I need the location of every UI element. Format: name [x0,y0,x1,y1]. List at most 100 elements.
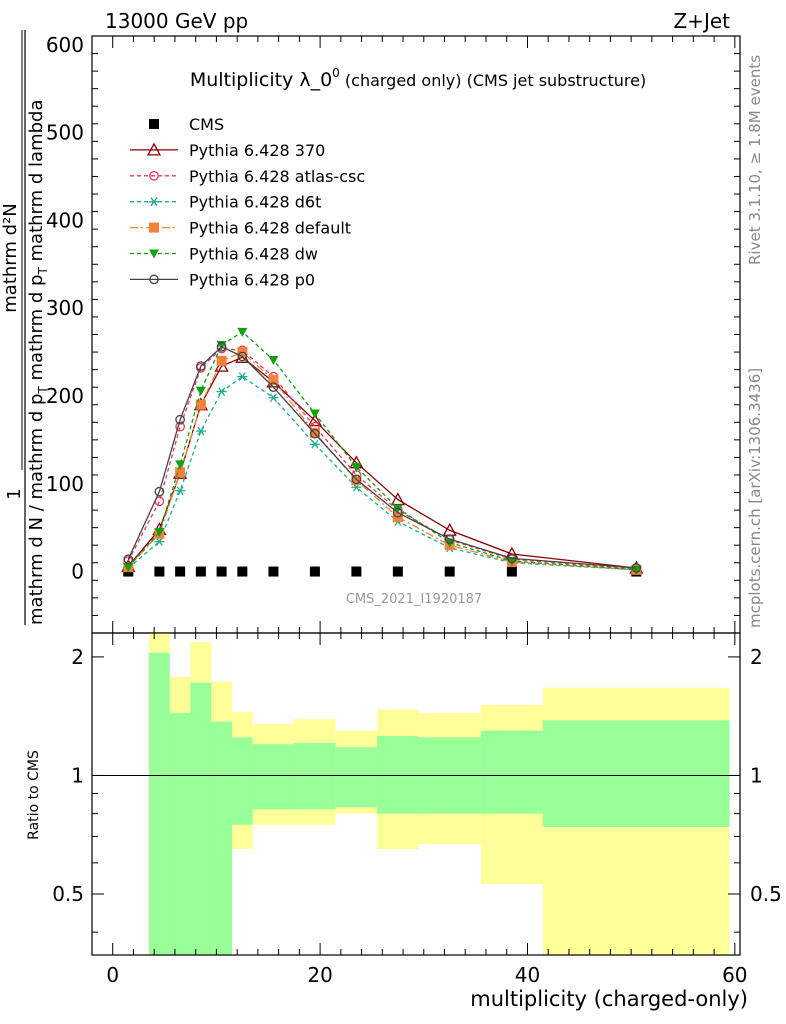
analysis-watermark: CMS_2021_I1920187 [346,592,482,607]
legend-label: Pythia 6.428 default [189,219,351,238]
data-point [506,557,517,567]
y-label-tail-sub: T [36,267,50,276]
data-point [154,486,165,497]
legend-entry: CMS [149,115,224,134]
data-point [237,351,248,362]
data-point [195,426,206,436]
data-point [506,566,517,577]
ratio-band-inner [190,682,212,955]
series-1 [121,349,644,574]
x-tick-label: 0 [106,963,119,987]
ratio-band-inner [169,713,191,955]
x-tick-label: 20 [307,963,332,987]
ratio-band-inner [252,744,295,810]
data-point [351,474,362,485]
data-point [309,409,320,419]
mcplots-label: mcplots.cern.ch [arXiv:1306.3436] [746,368,764,628]
data-point [216,355,227,366]
data-point [175,486,186,496]
header-left: 13000 GeV pp [105,9,248,33]
y-label-num: mathrm d²N [0,203,21,312]
data-point [175,414,185,425]
legend-marker [149,197,159,207]
data-point [351,463,362,473]
y-tick-label: 200 [46,384,84,408]
y-label-one: 1 [4,488,25,499]
legend-marker [149,274,159,285]
legend-entry: Pythia 6.428 dw [130,245,318,264]
data-point [123,563,134,573]
chart-title-sup: 0 [332,66,340,80]
main-plot: 0 100 200 300 400 500 600 [46,33,741,634]
data-point [268,375,279,386]
y-tick-label: 300 [46,296,84,320]
series-4 [123,347,642,575]
ratio-bands [149,633,730,955]
data-point [351,475,362,486]
y-label-den: mathrm d N / mathrm d pT mathrm d pT mat… [26,100,50,625]
data-point [507,553,517,564]
data-point [195,566,206,577]
ratio-band-inner [335,747,378,808]
data-point [195,399,206,410]
ratio-plot: 0 20 40 60 0.5 0.5 1 1 2 2 [52,36,782,987]
legend-label: CMS [189,115,224,134]
legend-marker [146,142,162,156]
ratio-band-inner [480,730,544,814]
legend-entry: Pythia 6.428 default [130,219,351,238]
chart-title: Multiplicity λ_00 (charged only) (CMS je… [190,66,646,91]
y-label-tail2: mathrm d lambda [26,100,47,268]
legend-marker [149,222,159,233]
data-point [195,386,206,396]
chart-title-main: Multiplicity λ_0 [190,69,332,91]
ratio-y-tick-label-right: 0.5 [750,882,782,906]
legend-label: Pythia 6.428 370 [189,141,325,160]
rivet-label: Rivet 3.1.10, ≥ 1.8M events [746,55,764,265]
data-point [154,528,165,538]
x-axis-label: multiplicity (charged-only) [470,987,748,1011]
data-point [309,566,320,577]
legend-marker [149,170,159,181]
legend-label: Pythia 6.428 atlas-csc [189,167,365,186]
data-point [216,566,227,577]
data-point [307,413,323,427]
legend-entry: Pythia 6.428 atlas-csc [130,167,365,186]
legend-entry: Pythia 6.428 p0 [130,270,315,289]
data-point [268,382,279,393]
legend-entry: Pythia 6.428 370 [130,141,325,160]
data-point [175,467,186,478]
data-point [444,566,455,577]
data-point [351,566,362,577]
data-point [196,361,206,371]
legend: CMS Pythia 6.428 370 Pythia 6.428 atlas-cs… [130,115,365,289]
data-point [444,534,455,544]
legend-label: Pythia 6.428 d6t [189,193,321,212]
series-5 [123,327,642,575]
ratio-band-inner [543,720,730,827]
ratio-y-tick-label: 2 [71,645,84,669]
data-point [154,566,165,577]
ratio-y-tick-label: 1 [71,763,84,787]
ratio-band-inner [211,721,232,955]
ratio-y-label: Ratio to CMS [26,750,42,840]
chart-title-tail: (charged only) (CMS jet substructure) [340,71,646,90]
data-point [175,566,186,577]
y-label-tail: mathrm d p [26,275,47,387]
ratio-y-tick-label-right: 1 [750,763,763,787]
y-axis-label: 1 mathrm d²N mathrm d N / mathrm d pT ma… [0,30,50,625]
data-point [237,327,248,337]
data-point [175,460,186,470]
legend-label: Pythia 6.428 dw [189,245,318,264]
series-2 [123,343,642,574]
y-tick-label: 100 [46,472,84,496]
ratio-band-inner [231,737,253,825]
y-tick-label: 500 [46,121,84,145]
series-6 [123,341,642,573]
legend-label: Pythia 6.428 p0 [189,270,315,289]
ratio-band-inner [377,735,419,814]
data-point [175,421,185,432]
data-point [393,507,403,518]
data-point [631,563,642,573]
x-tick-label: 60 [722,963,747,987]
y-ticks: 0 100 200 300 400 500 600 [46,33,740,616]
